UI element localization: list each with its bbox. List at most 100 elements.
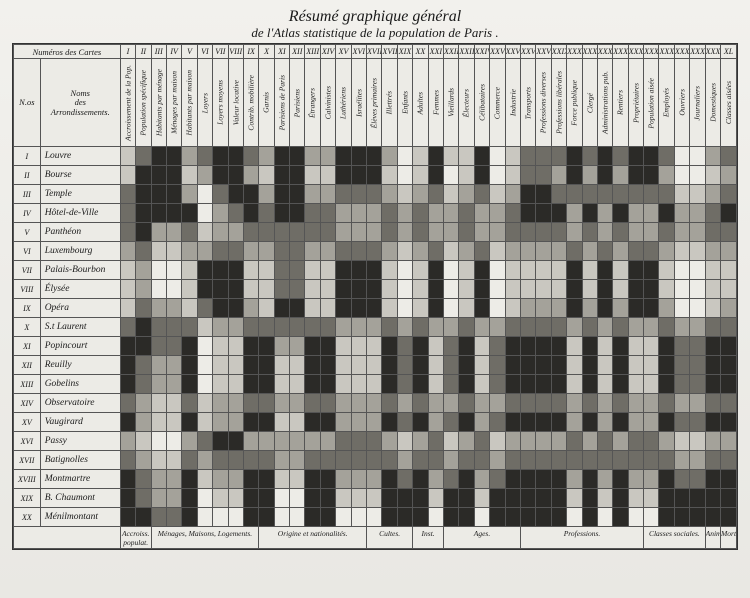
heat-cell: [459, 413, 474, 432]
heat-cell: [197, 223, 212, 242]
heat-cell: [597, 185, 612, 204]
heat-cell: [705, 318, 720, 337]
heat-cell: [705, 375, 720, 394]
heat-cell: [659, 394, 674, 413]
table-row: ILouvre: [14, 147, 737, 166]
heat-cell: [628, 489, 643, 508]
heat-cell: [243, 470, 258, 489]
heat-cell: [674, 508, 689, 527]
heat-cell: [182, 223, 197, 242]
heat-cell: [628, 223, 643, 242]
heat-cell: [613, 375, 628, 394]
heat-cell: [336, 337, 351, 356]
footer-group-label: Professions.: [520, 527, 643, 549]
heat-cell: [536, 508, 551, 527]
heat-cell: [459, 318, 474, 337]
heat-cell: [228, 242, 243, 261]
col-numeral: XXII: [444, 45, 459, 59]
heat-cell: [367, 166, 382, 185]
heat-cell: [351, 223, 366, 242]
heat-cell: [120, 489, 135, 508]
heat-cell: [536, 299, 551, 318]
heat-cell: [213, 147, 228, 166]
heat-cell: [213, 204, 228, 223]
heat-cell: [444, 280, 459, 299]
heat-cell: [151, 451, 166, 470]
heat-cell: [551, 318, 566, 337]
heat-cell: [582, 451, 597, 470]
heat-cell: [690, 432, 705, 451]
heat-cell: [274, 223, 289, 242]
heat-cell: [520, 337, 535, 356]
heat-cell: [320, 299, 335, 318]
heat-cell: [151, 470, 166, 489]
heat-cell: [674, 337, 689, 356]
col-label: Calvinistes: [320, 59, 335, 147]
heat-cell: [197, 432, 212, 451]
heat-cell: [320, 147, 335, 166]
heat-cell: [567, 280, 582, 299]
heat-cell: [659, 166, 674, 185]
heat-cell: [505, 337, 520, 356]
heat-cell: [120, 223, 135, 242]
heat-cell: [582, 261, 597, 280]
heat-cell: [674, 356, 689, 375]
heat-cell: [520, 489, 535, 508]
heat-cell: [259, 204, 274, 223]
heat-cell: [690, 166, 705, 185]
heat-cell: [182, 394, 197, 413]
col-numeral: V: [182, 45, 197, 59]
heat-cell: [551, 147, 566, 166]
col-numeral: XXIII: [459, 45, 474, 59]
heat-cell: [290, 261, 305, 280]
heat-cell: [166, 242, 181, 261]
row-name: Popincourt: [40, 337, 120, 356]
heat-cell: [274, 166, 289, 185]
heat-cell: [459, 223, 474, 242]
heat-cell: [243, 356, 258, 375]
col-numeral: I: [120, 45, 135, 59]
heat-cell: [290, 166, 305, 185]
heat-cell: [213, 242, 228, 261]
heat-cell: [674, 185, 689, 204]
row-name: S.t Laurent: [40, 318, 120, 337]
heat-cell: [721, 204, 737, 223]
heat-cell: [597, 432, 612, 451]
heat-cell: [721, 166, 737, 185]
heat-cell: [243, 508, 258, 527]
heat-cell: [228, 451, 243, 470]
heat-cell: [182, 261, 197, 280]
heat-cell: [367, 261, 382, 280]
heat-cell: [659, 242, 674, 261]
heat-cell: [505, 147, 520, 166]
heat-cell: [659, 375, 674, 394]
heat-cell: [459, 280, 474, 299]
heat-cell: [274, 242, 289, 261]
heat-cell: [582, 147, 597, 166]
heat-cell: [274, 280, 289, 299]
heat-cell: [674, 489, 689, 508]
heat-cell: [120, 242, 135, 261]
col-numeral: XIV: [320, 45, 335, 59]
heat-cell: [520, 147, 535, 166]
heat-cell: [536, 489, 551, 508]
row-numeral: XVI: [14, 432, 41, 451]
heat-cell: [597, 508, 612, 527]
heat-cell: [628, 299, 643, 318]
heat-cell: [290, 356, 305, 375]
heat-cell: [151, 299, 166, 318]
heat-cell: [228, 166, 243, 185]
heat-cell: [582, 242, 597, 261]
heat-cell: [182, 375, 197, 394]
heat-cell: [228, 147, 243, 166]
heat-cell: [659, 280, 674, 299]
footer-group-label: Accroiss.populat.: [120, 527, 151, 549]
heat-cell: [259, 470, 274, 489]
heat-cell: [705, 356, 720, 375]
heat-cell: [274, 375, 289, 394]
row-name: Palais-Bourbon: [40, 261, 120, 280]
footer-group-label: Ménages, Maisons, Logements.: [151, 527, 259, 549]
heat-cell: [613, 356, 628, 375]
heat-cell: [490, 299, 505, 318]
heat-cell: [690, 394, 705, 413]
